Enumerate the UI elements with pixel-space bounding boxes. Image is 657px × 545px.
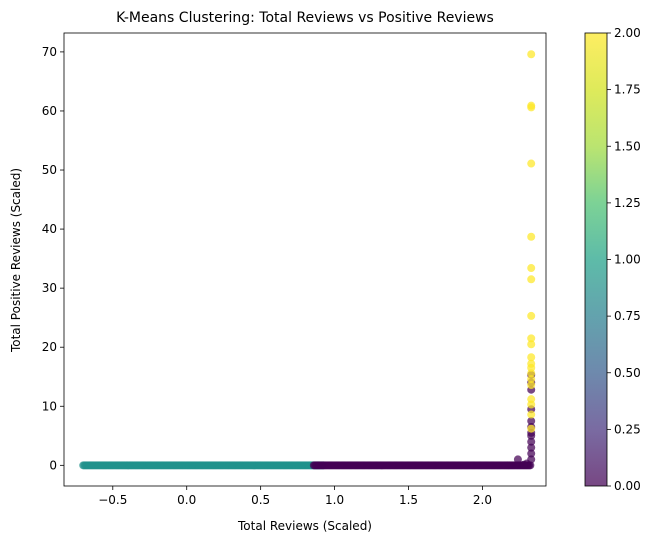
cluster-2-point	[527, 424, 536, 433]
cluster-2-point	[527, 264, 536, 273]
cluster-2-point	[527, 410, 536, 419]
y-tick-label: 60	[42, 104, 57, 118]
colorbar-tick-label: 1.00	[614, 253, 641, 267]
cluster-0-point	[527, 455, 536, 464]
x-tick-label: 1.0	[325, 493, 344, 507]
colorbar	[584, 32, 608, 487]
colorbar-tick-label: 0.00	[614, 479, 641, 493]
cluster-2-point	[527, 275, 536, 284]
colorbar-tick-label: 0.50	[614, 366, 641, 380]
cluster-0-point	[513, 455, 522, 464]
y-tick-label: 70	[42, 45, 57, 59]
cluster-2-point	[527, 159, 536, 168]
cluster-0-point	[519, 460, 528, 469]
cluster-0-point	[527, 417, 536, 426]
cluster-2-point	[527, 400, 536, 409]
y-tick-label: 20	[42, 340, 57, 354]
colorbar-tick-label: 0.25	[614, 422, 641, 436]
y-axis-ticks: 0 10 20 30 40 50 60 70	[42, 45, 64, 472]
cluster-2-point	[527, 375, 536, 384]
cluster-2-point	[527, 381, 536, 390]
chart-title: K-Means Clustering: Total Reviews vs Pos…	[116, 10, 494, 26]
cluster-2-point	[527, 353, 536, 362]
cluster-0-point	[527, 449, 536, 458]
points-layer	[79, 50, 536, 470]
cluster-2-point	[527, 334, 536, 343]
y-tick-label: 30	[42, 281, 57, 295]
cluster-2-point	[527, 369, 536, 378]
cluster-2-point	[527, 103, 536, 112]
x-tick-label: 0.5	[251, 493, 270, 507]
colorbar-tick-label: 1.50	[614, 139, 641, 153]
cluster-2-point	[527, 311, 536, 320]
plot-frame	[63, 32, 547, 487]
cluster-2-point	[527, 50, 536, 59]
x-tick-label: 1.5	[399, 493, 418, 507]
x-tick-label: 0.0	[177, 493, 196, 507]
cluster-2-point	[527, 232, 536, 241]
y-tick-label: 10	[42, 399, 57, 413]
x-tick-label: 2.0	[473, 493, 492, 507]
colorbar-ticks: 0.00 0.25 0.50 0.75 1.00 1.25 1.50 1.75 2.00	[607, 26, 641, 493]
colorbar-tick-label: 2.00	[614, 26, 641, 40]
y-axis-label: Total Positive Reviews (Scaled)	[9, 168, 23, 353]
x-axis-label: Total Reviews (Scaled)	[237, 519, 372, 533]
y-tick-label: 0	[49, 458, 57, 472]
y-tick-label: 40	[42, 222, 57, 236]
colorbar-tick-label: 0.75	[614, 309, 641, 323]
x-axis-ticks: −0.5 0.0 0.5 1.0 1.5 2.0	[98, 486, 492, 507]
y-tick-label: 50	[42, 163, 57, 177]
x-tick-label: −0.5	[98, 493, 127, 507]
cluster-2-point	[527, 340, 536, 349]
colorbar-tick-label: 1.75	[614, 83, 641, 97]
colorbar-tick-label: 1.25	[614, 196, 641, 210]
cluster-0-point	[527, 437, 536, 446]
cluster-0-point	[527, 443, 536, 452]
